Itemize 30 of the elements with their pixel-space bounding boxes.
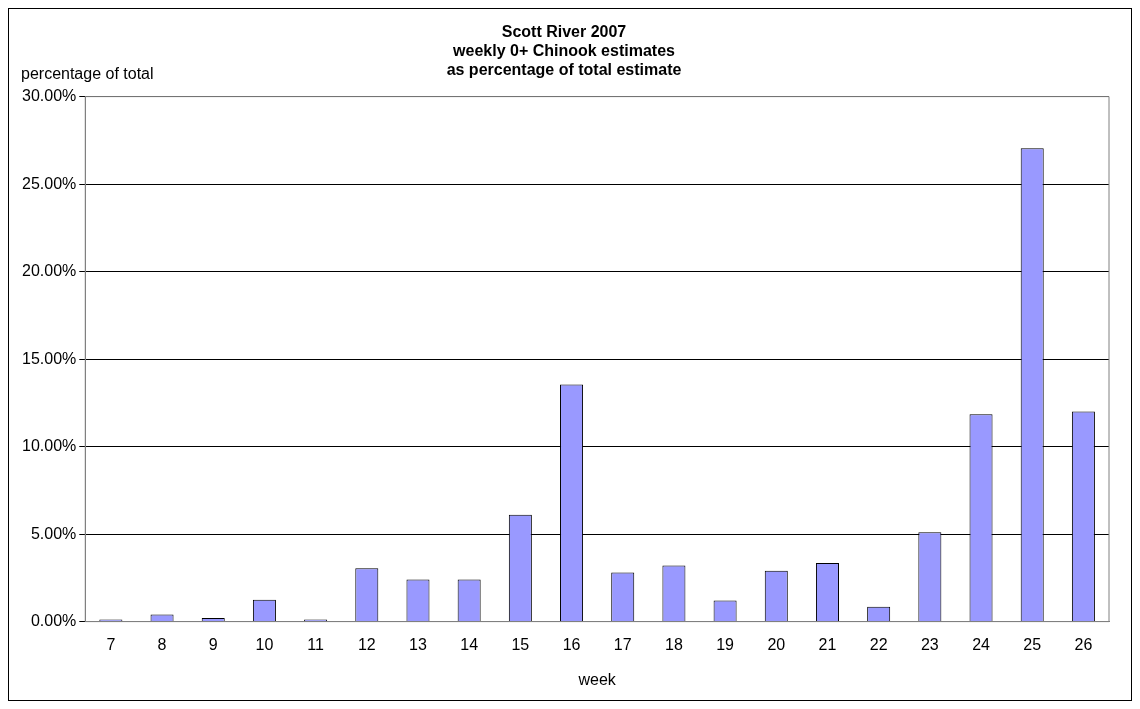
x-tick-label: 18: [665, 635, 683, 653]
x-tick-label: 15: [511, 635, 530, 653]
x-tick-label: 16: [562, 635, 581, 653]
y-axis-title: percentage of total: [21, 65, 154, 83]
x-tick-label: 8: [157, 635, 167, 653]
y-tick-label: 10.00%: [22, 437, 77, 455]
y-tick-label: 30.00%: [22, 87, 77, 105]
x-tick-label: 21: [818, 635, 837, 653]
x-tick-label: 24: [972, 635, 991, 653]
x-axis-title: week: [577, 670, 617, 688]
x-tick-label: 25: [1023, 635, 1042, 653]
x-tick-label: 26: [1074, 635, 1093, 653]
y-tick-label: 0.00%: [30, 612, 77, 630]
x-tick-label: 7: [106, 635, 116, 653]
chart-title: Scott River 2007 weekly 0+ Chinook estimates as percentage of total estimate: [446, 23, 682, 79]
x-tick-label: 12: [357, 635, 376, 653]
x-tick-label: 19: [716, 635, 735, 653]
y-tick-label: 25.00%: [22, 174, 77, 192]
y-tick-label: 15.00%: [22, 349, 77, 367]
x-tick-label: 14: [460, 635, 479, 653]
x-tick-label: 13: [409, 635, 427, 653]
x-tick-label: 22: [869, 635, 888, 653]
x-tick-label: 17: [613, 635, 632, 653]
x-tick-label: 9: [208, 635, 218, 653]
x-tick-label: 23: [920, 635, 939, 653]
y-tick-label: 5.00%: [30, 524, 77, 542]
x-tick-label: 20: [767, 635, 786, 653]
x-tick-label: 11: [307, 635, 325, 653]
y-tick-label: 20.00%: [22, 262, 77, 280]
x-tick-label: 10: [255, 635, 274, 653]
